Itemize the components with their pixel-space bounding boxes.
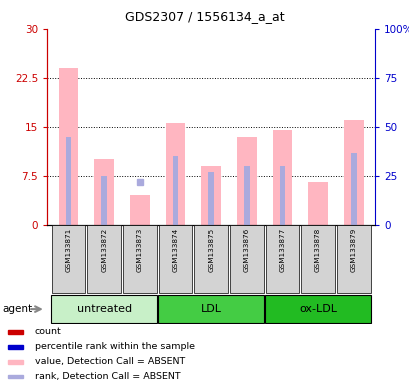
Text: rank, Detection Call = ABSENT: rank, Detection Call = ABSENT bbox=[34, 372, 180, 381]
FancyBboxPatch shape bbox=[52, 225, 85, 293]
FancyBboxPatch shape bbox=[265, 295, 370, 323]
Bar bbox=[8, 375, 22, 379]
Text: GSM133878: GSM133878 bbox=[315, 228, 320, 272]
Bar bbox=[243, 166, 249, 225]
Bar bbox=[236, 137, 256, 225]
Text: GDS2307 / 1556134_a_at: GDS2307 / 1556134_a_at bbox=[125, 10, 284, 23]
Text: GSM133871: GSM133871 bbox=[65, 228, 71, 272]
Text: LDL: LDL bbox=[200, 304, 221, 314]
Bar bbox=[8, 345, 22, 349]
FancyBboxPatch shape bbox=[301, 225, 334, 293]
Bar bbox=[58, 68, 78, 225]
Text: GSM133873: GSM133873 bbox=[137, 228, 142, 272]
Bar bbox=[8, 360, 22, 364]
Text: GSM133872: GSM133872 bbox=[101, 228, 107, 272]
Text: GSM133877: GSM133877 bbox=[279, 228, 285, 272]
FancyBboxPatch shape bbox=[123, 225, 156, 293]
FancyBboxPatch shape bbox=[229, 225, 263, 293]
Text: ox-LDL: ox-LDL bbox=[299, 304, 336, 314]
Text: GSM133875: GSM133875 bbox=[208, 228, 213, 272]
FancyBboxPatch shape bbox=[51, 295, 157, 323]
Bar bbox=[343, 120, 363, 225]
FancyBboxPatch shape bbox=[158, 225, 192, 293]
Text: untreated: untreated bbox=[76, 304, 131, 314]
Bar bbox=[208, 172, 213, 225]
Bar bbox=[201, 166, 220, 225]
Text: GSM133876: GSM133876 bbox=[243, 228, 249, 272]
Bar bbox=[172, 156, 178, 225]
Bar bbox=[101, 176, 107, 225]
FancyBboxPatch shape bbox=[194, 225, 227, 293]
Bar bbox=[279, 166, 285, 225]
Text: GSM133874: GSM133874 bbox=[172, 228, 178, 272]
Bar bbox=[65, 137, 71, 225]
FancyBboxPatch shape bbox=[265, 225, 299, 293]
Bar bbox=[308, 182, 327, 225]
Bar bbox=[130, 195, 149, 225]
Text: percentile rank within the sample: percentile rank within the sample bbox=[34, 342, 194, 351]
FancyBboxPatch shape bbox=[336, 225, 370, 293]
Text: GSM133879: GSM133879 bbox=[350, 228, 356, 272]
Bar bbox=[94, 159, 114, 225]
Text: value, Detection Call = ABSENT: value, Detection Call = ABSENT bbox=[34, 357, 184, 366]
Bar bbox=[8, 330, 22, 334]
Bar bbox=[350, 153, 356, 225]
FancyBboxPatch shape bbox=[158, 295, 263, 323]
FancyBboxPatch shape bbox=[87, 225, 121, 293]
Bar bbox=[272, 130, 292, 225]
Text: count: count bbox=[34, 328, 61, 336]
Bar bbox=[165, 124, 185, 225]
Text: agent: agent bbox=[2, 304, 32, 314]
